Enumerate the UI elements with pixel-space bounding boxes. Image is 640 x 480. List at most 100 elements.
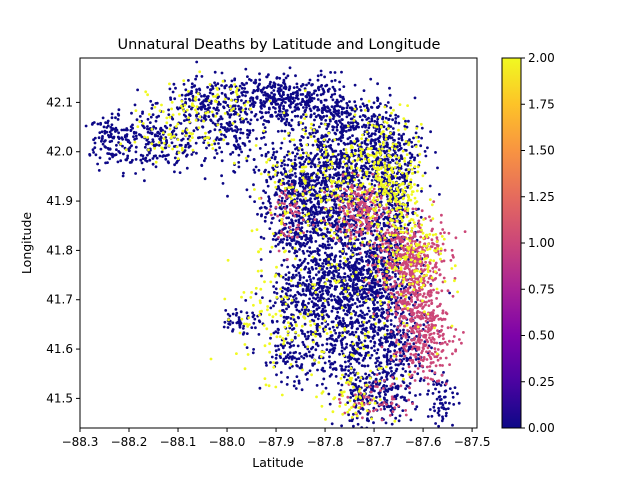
data-point — [164, 146, 168, 150]
data-point — [357, 361, 361, 365]
data-point — [311, 227, 315, 231]
data-point — [317, 205, 321, 209]
data-point — [299, 116, 303, 119]
data-point — [281, 240, 284, 244]
data-point — [370, 106, 374, 109]
data-point — [200, 75, 204, 78]
data-point — [184, 115, 188, 118]
data-point — [152, 125, 156, 129]
data-point — [366, 364, 370, 368]
data-point — [367, 276, 371, 279]
data-point — [282, 315, 286, 319]
data-point — [300, 363, 304, 366]
data-point — [347, 219, 351, 223]
data-point — [152, 154, 156, 158]
data-point — [290, 118, 294, 122]
data-point — [301, 302, 304, 306]
data-point — [295, 254, 298, 258]
data-point — [297, 271, 301, 275]
data-point — [385, 378, 389, 381]
data-point — [338, 158, 342, 161]
data-point — [373, 309, 376, 312]
data-point — [286, 191, 290, 195]
data-point — [341, 136, 345, 139]
data-point — [338, 352, 341, 356]
data-point — [394, 363, 398, 367]
data-point — [303, 234, 307, 238]
data-point — [90, 123, 94, 126]
data-point — [339, 276, 342, 279]
data-point — [317, 253, 321, 257]
data-point — [301, 182, 304, 186]
data-point — [260, 274, 263, 278]
data-point — [297, 181, 301, 185]
data-point — [294, 297, 298, 300]
data-point — [323, 75, 326, 79]
data-point — [238, 84, 242, 88]
data-point — [404, 119, 407, 123]
data-point — [390, 136, 394, 140]
data-point — [318, 298, 322, 301]
data-point — [221, 182, 225, 185]
data-point — [335, 174, 338, 178]
data-point — [345, 168, 349, 172]
data-point — [406, 338, 410, 342]
data-point — [300, 235, 304, 239]
data-point — [224, 135, 228, 139]
data-point — [314, 89, 317, 93]
data-point — [347, 267, 351, 270]
data-point — [328, 231, 332, 234]
data-point — [285, 153, 289, 157]
data-point — [351, 303, 354, 307]
data-point — [328, 138, 331, 141]
data-point — [316, 278, 320, 281]
data-point — [279, 295, 283, 298]
data-point — [299, 178, 303, 182]
data-point — [294, 387, 298, 390]
data-point — [324, 325, 328, 329]
data-point — [209, 118, 213, 122]
data-point — [233, 78, 237, 82]
data-point — [389, 366, 392, 370]
data-point — [353, 100, 357, 104]
data-point — [360, 293, 364, 296]
data-point — [319, 93, 323, 97]
data-point — [335, 165, 339, 169]
data-point — [302, 252, 306, 255]
data-point — [353, 274, 357, 278]
data-point — [308, 250, 312, 254]
data-point — [166, 160, 170, 164]
data-point — [339, 302, 342, 306]
data-point — [345, 346, 348, 349]
data-point — [350, 326, 354, 330]
data-point — [316, 86, 320, 90]
data-point — [381, 326, 384, 330]
data-point — [317, 270, 321, 274]
data-point — [232, 112, 236, 116]
data-point — [256, 118, 259, 122]
data-point — [354, 330, 358, 334]
data-point — [376, 331, 379, 335]
data-point — [241, 93, 245, 97]
data-point — [171, 90, 175, 94]
data-point — [298, 248, 301, 251]
data-point — [363, 236, 367, 240]
data-point — [337, 109, 340, 113]
data-point — [329, 362, 333, 366]
data-point — [284, 337, 288, 341]
data-point — [389, 323, 393, 326]
data-point — [309, 330, 313, 333]
data-point — [301, 261, 304, 265]
data-point — [238, 147, 242, 151]
data-point — [287, 242, 291, 245]
data-point — [215, 152, 219, 155]
data-point — [292, 86, 296, 89]
data-point — [113, 153, 116, 157]
data-point — [315, 384, 319, 387]
data-point — [366, 250, 370, 253]
data-point — [389, 354, 393, 358]
data-point — [285, 243, 289, 247]
data-point — [331, 367, 335, 371]
data-point — [372, 301, 375, 305]
data-point — [311, 83, 314, 86]
